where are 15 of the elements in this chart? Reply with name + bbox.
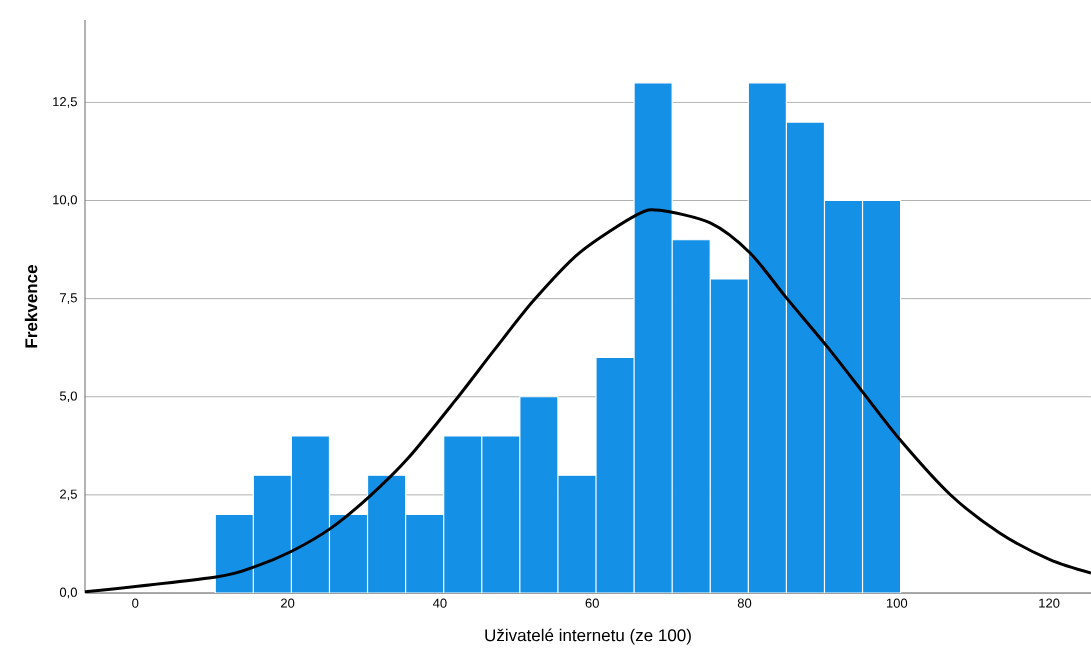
y-tick-label: 2,5: [60, 489, 77, 501]
y-tick-label: 10,0: [53, 195, 77, 206]
y-tick-label: 12,5: [53, 97, 77, 108]
y-tick-label: 5,0: [59, 391, 77, 403]
x-tick-label: 60: [585, 598, 599, 608]
y-axis-title: Frekvence: [24, 265, 38, 348]
x-tick-label: 80: [737, 598, 752, 608]
x-axis-title: Uživatelé internetu (ze 100): [485, 628, 691, 645]
x-tick-label: 0: [132, 598, 139, 608]
y-tick-label: 7,5: [60, 293, 77, 304]
x-tick-label: 120: [1039, 598, 1060, 608]
x-tick-label: 100: [886, 598, 908, 608]
x-tick-label: 40: [432, 598, 447, 608]
y-tick-label: 0,0: [59, 587, 77, 599]
x-tick-label: 20: [281, 598, 295, 608]
